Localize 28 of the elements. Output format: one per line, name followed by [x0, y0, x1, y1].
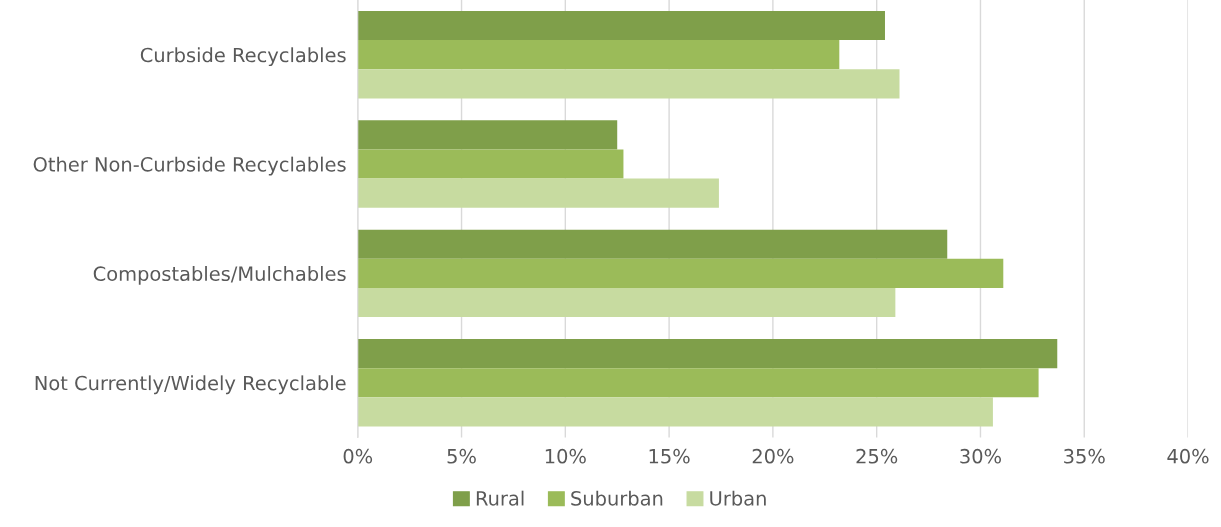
y-tick-label: Other Non-Curbside Recyclables	[33, 156, 346, 176]
bar	[357, 10, 885, 41]
y-tick-label: Curbside Recyclables	[140, 47, 346, 67]
bar	[357, 40, 840, 70]
bar	[357, 229, 948, 259]
bar	[357, 120, 618, 150]
bar	[357, 69, 900, 99]
bar	[357, 397, 993, 427]
legend-label: Rural	[476, 490, 524, 506]
y-tick-label: Not Currently/Widely Recyclable	[35, 375, 346, 395]
x-tick-label: 20%	[752, 448, 794, 464]
legend-label: Suburban	[571, 490, 663, 506]
x-tick-label: 35%	[1064, 448, 1105, 464]
x-tick-label: 0%	[343, 448, 373, 464]
legend-label: Urban	[710, 490, 766, 506]
x-tick-label: 25%	[856, 448, 898, 464]
y-tick-label: Compostables/Mulchables	[93, 265, 346, 285]
bar	[357, 258, 1004, 288]
x-tick-label: 15%	[649, 448, 690, 464]
bar	[357, 368, 1039, 398]
bar	[357, 287, 896, 318]
bar	[357, 178, 719, 208]
x-tick-label: 5%	[447, 448, 476, 464]
x-tick-label: 40%	[1167, 448, 1209, 464]
bar	[357, 149, 624, 179]
bar	[357, 338, 1058, 369]
x-tick-label: 10%	[545, 448, 586, 464]
x-tick-label: 30%	[960, 448, 1001, 464]
